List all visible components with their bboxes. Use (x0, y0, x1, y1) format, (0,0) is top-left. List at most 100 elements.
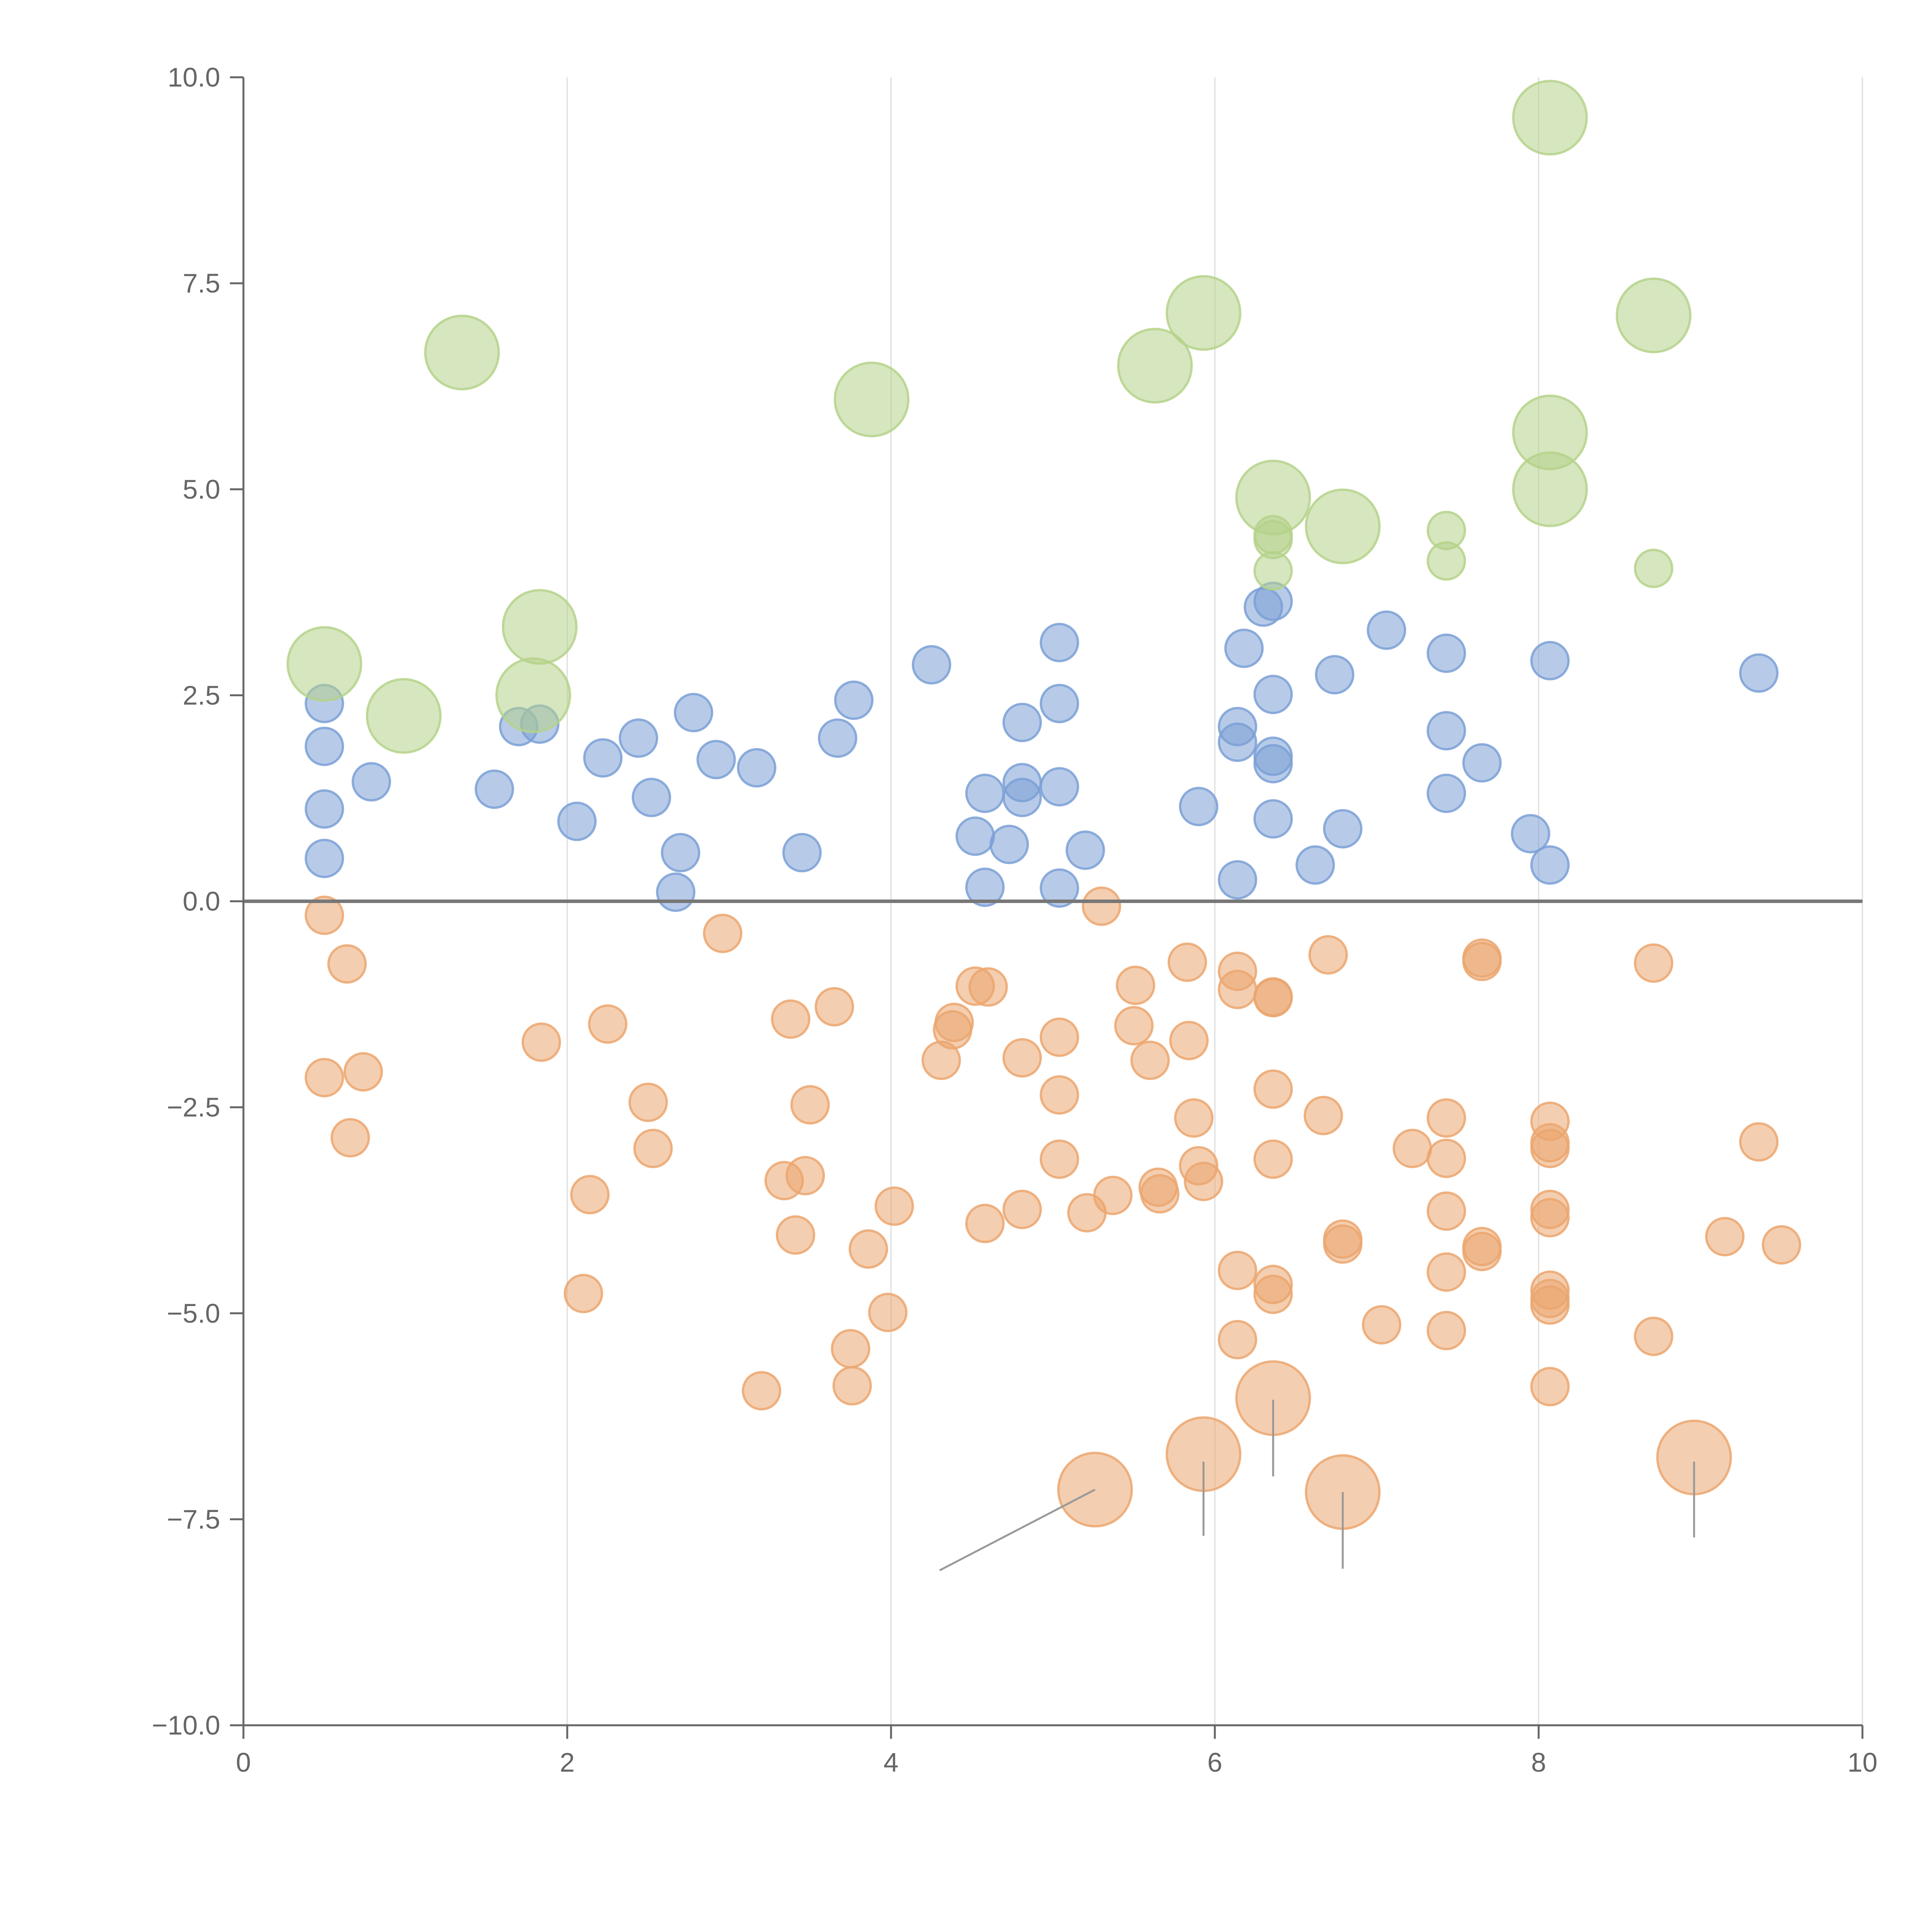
point-orange-85 (1739, 1122, 1779, 1162)
axis-layer: −10.0 −7.5 −5.0 −2.5 0.0 2.5 5.0 7.5 10.0 0 2 4 6 8 10 (152, 62, 1878, 1777)
point-blue-11 (631, 777, 671, 817)
point-orange-9 (628, 1082, 668, 1122)
point-orange-12 (742, 1371, 781, 1411)
point-green-large-4 (502, 589, 578, 665)
point-blue-18 (818, 718, 857, 758)
y-tick-label-2: −5.0 (167, 1298, 220, 1328)
point-blue-48 (1427, 633, 1466, 673)
point-orange-8 (588, 1004, 628, 1044)
annotation-connector-0 (939, 1488, 1096, 1571)
point-orange-75 (1530, 1129, 1570, 1168)
point-orange-58 (1303, 1095, 1343, 1135)
point-blue-20 (912, 645, 951, 685)
point-blue-9 (583, 738, 623, 778)
point-orange-37 (1093, 1175, 1133, 1215)
y-tick-label-5: 2.5 (183, 680, 220, 710)
point-orange-31 (1002, 1190, 1042, 1230)
point-blue-40 (1253, 675, 1293, 714)
y-tick-label-6: 5.0 (183, 474, 220, 504)
point-orange-19 (831, 1329, 871, 1369)
point-orange-70 (1462, 942, 1502, 981)
point-blue-44 (1295, 845, 1335, 885)
point-blue-42 (1253, 744, 1293, 784)
point-orange-57 (1253, 1274, 1293, 1314)
point-orange-21 (849, 1229, 888, 1269)
point-orange-67 (1427, 1252, 1466, 1292)
point-blue-10 (619, 718, 658, 758)
point-orange-16 (785, 1156, 825, 1196)
point-orange-65 (1427, 1138, 1466, 1178)
point-orange-5 (521, 1022, 561, 1062)
point-orange-63 (1393, 1129, 1432, 1168)
point-orange-72 (1462, 1231, 1502, 1271)
point-blue-33 (1179, 787, 1219, 827)
point-green-large-2 (424, 315, 500, 391)
point-orange-6 (563, 1274, 603, 1313)
point-blue-21 (955, 816, 995, 856)
point-orange-11 (703, 913, 743, 953)
point-blue-27 (1002, 702, 1042, 742)
point-blue-36 (1218, 722, 1257, 762)
point-blue-8 (557, 801, 597, 841)
point-orange-54 (1253, 1069, 1293, 1109)
point-orange-64 (1427, 1098, 1466, 1138)
points-layer (286, 80, 1801, 1530)
point-orange-30 (1002, 1038, 1042, 1078)
point-blue-50 (1427, 774, 1466, 813)
point-blue-1 (304, 726, 344, 766)
point-blue-14 (673, 693, 713, 733)
point-orange-17 (790, 1085, 830, 1125)
point-blue-31 (1039, 868, 1079, 908)
point-orange-15 (776, 1215, 815, 1255)
point-blue-15 (696, 740, 736, 779)
point-blue-55 (1739, 653, 1779, 693)
y-tick-label-8: 10.0 (168, 62, 220, 92)
point-orange-47 (1184, 1162, 1223, 1201)
point-blue-2 (304, 789, 344, 829)
point-blue-46 (1323, 809, 1363, 849)
point-orange-33 (1039, 1075, 1079, 1115)
point-orange-61 (1323, 1224, 1363, 1264)
point-orange-28 (965, 1204, 1005, 1243)
point-orange-0 (304, 895, 344, 935)
point-blue-51 (1462, 743, 1502, 783)
x-tick-label-5: 10 (1847, 1747, 1878, 1777)
point-green-large-7 (1165, 275, 1242, 351)
point-green-large-5 (833, 361, 910, 437)
point-orange-66 (1427, 1191, 1466, 1231)
point-orange-10 (633, 1129, 673, 1168)
point-orange-49 (1218, 969, 1257, 1009)
point-orange-80 (1530, 1285, 1570, 1325)
point-green-large-6 (1117, 328, 1193, 404)
point-orange-50 (1218, 1250, 1257, 1290)
point-blue-34 (1218, 860, 1257, 900)
point-blue-23 (965, 867, 1005, 907)
point-orange-77 (1530, 1198, 1570, 1238)
point-orange-2 (327, 944, 367, 984)
point-blue-17 (782, 833, 822, 872)
point-blue-30 (1039, 767, 1079, 807)
point-green-large-10 (1512, 80, 1588, 156)
point-green-large-8 (1235, 459, 1311, 536)
point-orange-22 (868, 1293, 908, 1332)
point-blue-3 (304, 838, 344, 878)
connector-layer (939, 1400, 1695, 1571)
point-orange-39 (1114, 1006, 1154, 1046)
x-tick-label-2: 4 (884, 1747, 899, 1777)
point-orange-43 (1167, 942, 1207, 982)
point-green-large-9 (1305, 488, 1381, 565)
point-orange-36 (1082, 886, 1121, 926)
y-tick-label-0: −10.0 (152, 1710, 220, 1740)
point-green-large-12 (1512, 451, 1588, 527)
point-green-4 (1427, 541, 1466, 581)
point-green-large-0 (286, 626, 362, 702)
point-blue-28 (1039, 622, 1079, 662)
point-orange-14 (771, 999, 811, 1039)
point-blue-16 (737, 748, 777, 788)
point-orange-7 (570, 1175, 610, 1214)
point-orange-53 (1253, 977, 1293, 1017)
point-blue-29 (1039, 684, 1079, 723)
point-orange-38 (1116, 966, 1155, 1005)
point-orange-83 (1634, 1316, 1673, 1356)
